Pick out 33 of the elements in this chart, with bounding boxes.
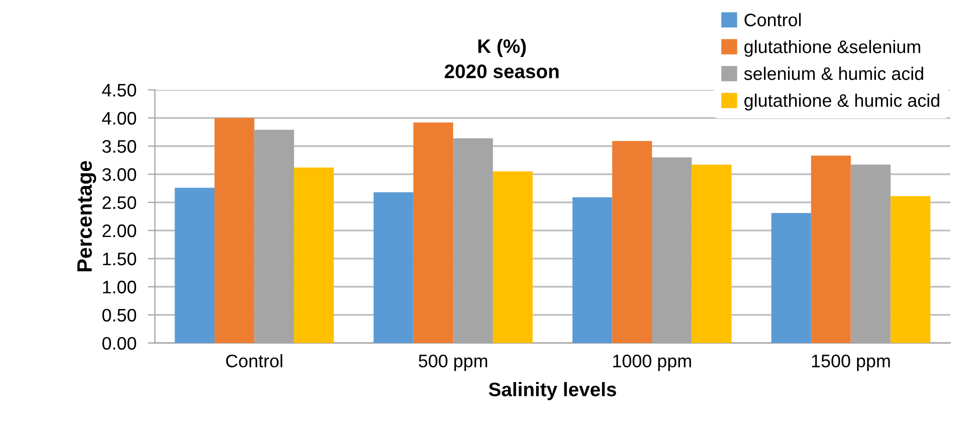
y-tick-label: 1.00 bbox=[103, 280, 136, 294]
legend-label: selenium & humic acid bbox=[744, 66, 924, 80]
bar bbox=[692, 164, 732, 344]
y-tick-label: 3.50 bbox=[102, 140, 136, 153]
y-tick-label: 2.50 bbox=[102, 196, 136, 210]
bar bbox=[572, 197, 612, 344]
bar bbox=[294, 167, 334, 344]
y-tick-label: 0.50 bbox=[102, 308, 136, 322]
bar bbox=[811, 156, 851, 344]
x-tick-label: 500 ppm bbox=[418, 354, 488, 371]
legend-label: glutathione &selenium bbox=[744, 40, 920, 57]
y-tick-label: 4.50 bbox=[102, 84, 136, 97]
y-tick-label: 1.50 bbox=[103, 252, 136, 266]
y-tick-label: 4.00 bbox=[102, 112, 136, 125]
bar bbox=[612, 141, 652, 344]
bar bbox=[890, 196, 930, 344]
x-tick-label: 1500 ppm bbox=[812, 354, 890, 371]
chart-title: K (%) 2020 season bbox=[444, 38, 559, 78]
bar bbox=[492, 171, 533, 344]
bar bbox=[214, 118, 254, 344]
bar bbox=[771, 213, 812, 344]
legend-label: glutathione & humic acid bbox=[744, 94, 940, 110]
x-tick-label: 1000 ppm bbox=[613, 354, 691, 371]
bar bbox=[174, 188, 215, 344]
y-axis-title: Percentage bbox=[77, 160, 96, 272]
x-axis-title: Salinity levels bbox=[488, 382, 616, 400]
x-tick-label: Control bbox=[226, 354, 282, 368]
legend-label: Control bbox=[744, 13, 801, 26]
y-tick-label: 0.00 bbox=[102, 336, 136, 350]
bar bbox=[413, 122, 454, 344]
y-tick-label: 2.00 bbox=[102, 224, 136, 238]
bar bbox=[374, 192, 414, 344]
y-tick-label: 3.00 bbox=[102, 168, 136, 181]
